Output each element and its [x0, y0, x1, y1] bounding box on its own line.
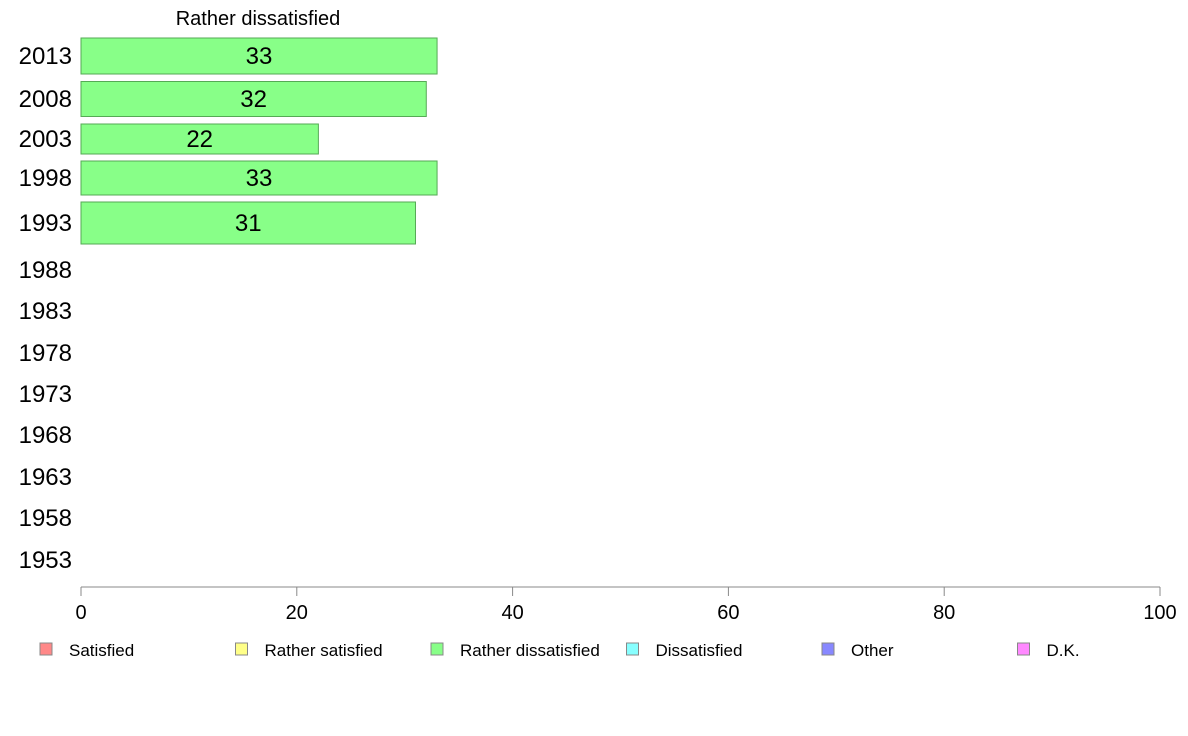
- legend-swatch: [235, 642, 248, 656]
- x-tick-label: 100: [1143, 602, 1176, 624]
- year-label: 1993: [19, 210, 72, 237]
- chart-title: Rather dissatisfied: [176, 8, 341, 30]
- year-label: 1988: [19, 257, 72, 284]
- x-tick-label: 20: [286, 602, 308, 624]
- bar-value-label: 33: [246, 43, 273, 70]
- bars: 33 32 22 33 31: [80, 37, 438, 245]
- bar: [80, 201, 416, 245]
- bar-value-label: 32: [240, 86, 267, 113]
- year-label: 1953: [19, 547, 72, 574]
- legend-label: Rather dissatisfied: [460, 641, 600, 660]
- x-tick-label: 60: [717, 602, 739, 624]
- year-label: 1968: [19, 422, 72, 449]
- legend-label: Other: [851, 641, 894, 660]
- year-axis: 2013 2008 2003 1998 1993 1988 1983 1978 1973 1968…: [19, 43, 72, 574]
- year-label: 1983: [19, 298, 72, 325]
- legend-swatch: [1017, 642, 1030, 656]
- bar: [80, 37, 438, 75]
- legend-swatch: [430, 642, 444, 656]
- legend-label: Rather satisfied: [265, 641, 383, 660]
- bar: [80, 81, 427, 117]
- legend-swatch: [821, 642, 835, 656]
- x-axis: 0 20 40 60 80 100: [75, 586, 1177, 624]
- year-label: 1998: [19, 165, 72, 192]
- x-tick-label: 40: [501, 602, 523, 624]
- bar-value-label: 33: [246, 165, 273, 192]
- bar: [80, 160, 438, 196]
- legend-label: Satisfied: [69, 641, 134, 660]
- year-label: 2013: [19, 43, 72, 70]
- year-label: 1978: [19, 340, 72, 367]
- legend-swatch: [626, 642, 639, 656]
- year-label: 2008: [19, 86, 72, 113]
- bar-value-label: 22: [186, 126, 213, 153]
- legend-swatch: [39, 642, 53, 656]
- bar-value-label: 31: [235, 210, 262, 237]
- bar: [80, 123, 319, 155]
- x-tick-label: 80: [933, 602, 955, 624]
- legend-label: D.K.: [1047, 641, 1080, 660]
- year-label: 2003: [19, 126, 72, 153]
- year-label: 1958: [19, 505, 72, 532]
- year-label: 1963: [19, 464, 72, 491]
- x-tick-label: 0: [75, 602, 86, 624]
- year-label: 1973: [19, 381, 72, 408]
- legend: Satisfied Rather satisfied Rather dissatis…: [39, 641, 1080, 660]
- legend-label: Dissatisfied: [656, 641, 743, 660]
